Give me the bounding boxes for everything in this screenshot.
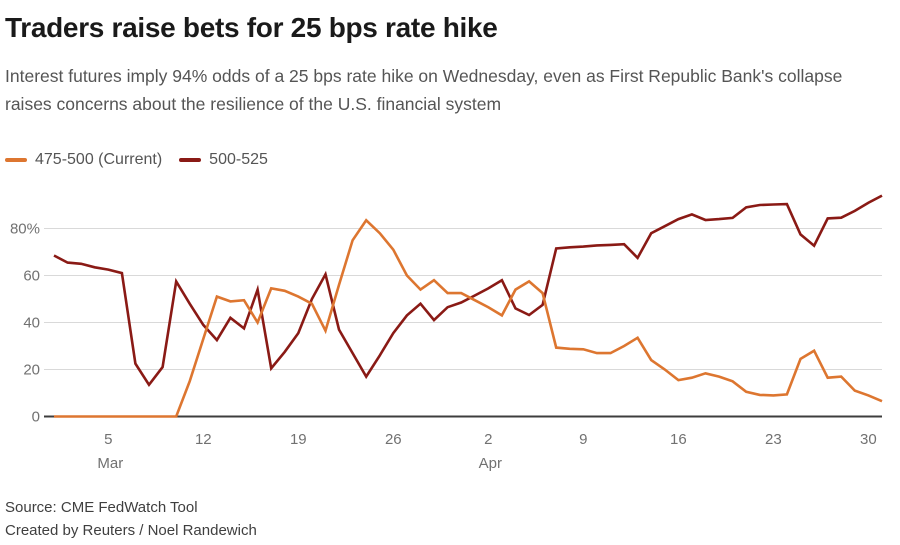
series-line-475-500 bbox=[54, 218, 883, 418]
chart-subtitle: Interest futures imply 94% odds of a 25 … bbox=[5, 66, 843, 114]
month-label: Mar bbox=[97, 455, 123, 472]
x-tick-label: 26 bbox=[385, 431, 402, 448]
x-tick-label: 5 bbox=[104, 431, 112, 448]
chart-title: Traders raise bets for 25 bps rate hike bbox=[5, 12, 498, 43]
series-line-500-525 bbox=[53, 194, 883, 388]
x-tick-label: 19 bbox=[290, 431, 307, 448]
source-line: Source: CME FedWatch Tool bbox=[5, 499, 198, 516]
credit-line: Created by Reuters / Noel Randewich bbox=[5, 522, 257, 539]
y-tick-label: 80% bbox=[10, 221, 40, 238]
legend-label-475-500: 475-500 (Current) bbox=[35, 151, 163, 168]
x-tick-label: 30 bbox=[860, 431, 877, 448]
source-note: Source: CME FedWatch Tool Created by Reu… bbox=[5, 496, 257, 542]
legend-item-475-500: 475-500 (Current) bbox=[5, 151, 162, 169]
legend-swatch-500-525-icon bbox=[179, 158, 202, 162]
y-tick-label: 20 bbox=[23, 362, 40, 379]
y-tick-label: 0 bbox=[32, 409, 40, 426]
y-tick-label: 40 bbox=[23, 315, 40, 332]
x-tick-label: 12 bbox=[195, 431, 212, 448]
x-tick-label: 9 bbox=[579, 431, 587, 448]
legend-item-500-525: 500-525 bbox=[179, 151, 268, 169]
legend-label-500-525: 500-525 bbox=[209, 151, 268, 168]
y-tick-label: 60 bbox=[23, 268, 40, 285]
x-tick-label: 2 bbox=[484, 431, 492, 448]
legend: 475-500 (Current) 500-525 bbox=[5, 150, 268, 170]
legend-swatch-475-500-icon bbox=[5, 158, 27, 162]
month-label: Apr bbox=[479, 455, 502, 472]
x-tick-label: 23 bbox=[765, 431, 782, 448]
x-tick-label: 16 bbox=[670, 431, 687, 448]
